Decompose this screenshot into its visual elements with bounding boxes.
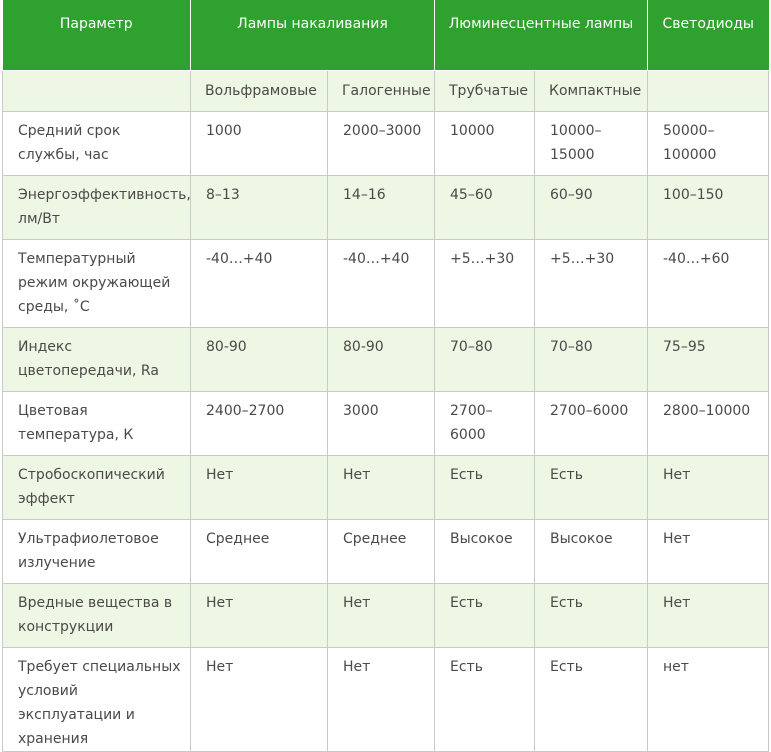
cell-halogen: Нет	[327, 454, 435, 520]
row-parameter: Энергоэффективность, лм/Вт	[2, 174, 191, 240]
cell-compact: Есть	[534, 646, 648, 752]
table-row: Требует специальных условий эксплуатации…	[2, 646, 769, 752]
cell-compact: 2700–6000	[534, 390, 648, 456]
cell-halogen: -40…+40	[327, 238, 435, 328]
cell-halogen: 3000	[327, 390, 435, 456]
row-parameter: Средний срок службы, час	[2, 110, 191, 176]
cell-tungsten: 1000	[190, 110, 328, 176]
subheader-empty-left	[2, 69, 191, 112]
subheader-compact: Компактные	[534, 69, 648, 112]
subheader-halogen: Галогенные	[327, 69, 435, 112]
cell-tubular: 2700–6000	[434, 390, 535, 456]
cell-compact: 10000–15000	[534, 110, 648, 176]
subheader-empty-right	[647, 69, 769, 112]
table-header-row: Параметр Лампы накаливания Люминесцентны…	[2, 0, 769, 71]
table-row: Цветовая температура, К 2400–2700 3000 2…	[2, 390, 769, 456]
cell-led: Нет	[647, 582, 769, 648]
table-subheader-row: Вольфрамовые Галогенные Трубчатые Компак…	[2, 69, 769, 112]
cell-tungsten: Среднее	[190, 518, 328, 584]
row-parameter: Цветовая температура, К	[2, 390, 191, 456]
cell-tubular: Есть	[434, 582, 535, 648]
cell-halogen: 80-90	[327, 326, 435, 392]
cell-led: Нет	[647, 518, 769, 584]
cell-compact: Высокое	[534, 518, 648, 584]
cell-led: 50000–100000	[647, 110, 769, 176]
cell-led: -40…+60	[647, 238, 769, 328]
cell-tungsten: Нет	[190, 454, 328, 520]
cell-led: 100–150	[647, 174, 769, 240]
subheader-tungsten: Вольфрамовые	[190, 69, 328, 112]
cell-tungsten: -40…+40	[190, 238, 328, 328]
table-row: Стробоскопический эффект Нет Нет Есть Ес…	[2, 454, 769, 520]
row-parameter: Вредные вещества в конструкции	[2, 582, 191, 648]
row-parameter: Требует специальных условий эксплуатации…	[2, 646, 191, 752]
cell-tubular: 70–80	[434, 326, 535, 392]
cell-halogen: Нет	[327, 582, 435, 648]
cell-led: 2800–10000	[647, 390, 769, 456]
table-row: Средний срок службы, час 1000 2000–3000 …	[2, 110, 769, 176]
cell-compact: 60–90	[534, 174, 648, 240]
table-row: Вредные вещества в конструкции Нет Нет Е…	[2, 582, 769, 648]
cell-compact: 70–80	[534, 326, 648, 392]
cell-tubular: Есть	[434, 646, 535, 752]
cell-compact: Есть	[534, 454, 648, 520]
cell-tungsten: Нет	[190, 646, 328, 752]
table-row: Ультрафиолетовое излучение Среднее Средн…	[2, 518, 769, 584]
cell-led: Нет	[647, 454, 769, 520]
table-row: Температурный режим окружающей среды, ˚С…	[2, 238, 769, 328]
cell-compact: Есть	[534, 582, 648, 648]
cell-halogen: 14–16	[327, 174, 435, 240]
table-row: Энергоэффективность, лм/Вт 8–13 14–16 45…	[2, 174, 769, 240]
cell-halogen: Среднее	[327, 518, 435, 584]
cell-tubular: +5…+30	[434, 238, 535, 328]
cell-halogen: 2000–3000	[327, 110, 435, 176]
cell-tubular: 45–60	[434, 174, 535, 240]
cell-led: нет	[647, 646, 769, 752]
header-incandescent: Лампы накаливания	[190, 0, 435, 71]
cell-tubular: 10000	[434, 110, 535, 176]
table-row: Индекс цветопередачи, Ra 80-90 80-90 70–…	[2, 326, 769, 392]
row-parameter: Стробоскопический эффект	[2, 454, 191, 520]
cell-tungsten: 8–13	[190, 174, 328, 240]
cell-led: 75–95	[647, 326, 769, 392]
cell-compact: +5…+30	[534, 238, 648, 328]
cell-tubular: Есть	[434, 454, 535, 520]
cell-tungsten: 80-90	[190, 326, 328, 392]
subheader-tubular: Трубчатые	[434, 69, 535, 112]
header-parameter: Параметр	[2, 0, 191, 71]
row-parameter: Температурный режим окружающей среды, ˚С	[2, 238, 191, 328]
cell-halogen: Нет	[327, 646, 435, 752]
header-led: Светодиоды	[647, 0, 769, 71]
cell-tungsten: 2400–2700	[190, 390, 328, 456]
cell-tungsten: Нет	[190, 582, 328, 648]
cell-tubular: Высокое	[434, 518, 535, 584]
row-parameter: Индекс цветопередачи, Ra	[2, 326, 191, 392]
header-fluorescent: Люминесцентные лампы	[434, 0, 648, 71]
row-parameter: Ультрафиолетовое излучение	[2, 518, 191, 584]
